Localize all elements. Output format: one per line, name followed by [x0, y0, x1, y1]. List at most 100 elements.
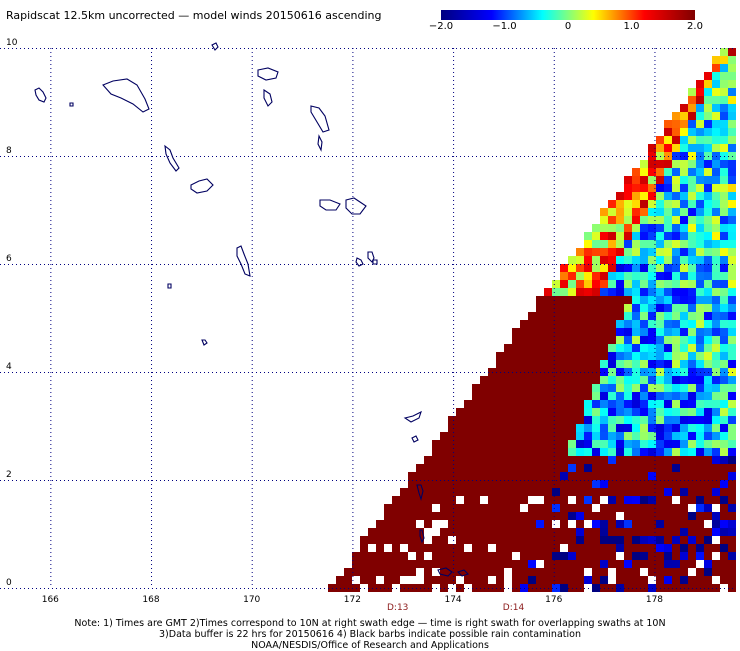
swath-cell	[544, 512, 552, 520]
swath-cell	[528, 336, 536, 344]
swath-cell	[456, 464, 464, 472]
swath-cell	[712, 496, 720, 504]
swath-cell	[504, 440, 512, 448]
swath-cell	[464, 400, 472, 408]
swath-cell	[696, 320, 704, 328]
swath-cell	[456, 512, 464, 520]
swath-cell	[456, 528, 464, 536]
swath-cell	[704, 496, 712, 504]
swath-cell	[608, 232, 616, 240]
swath-cell	[600, 488, 608, 496]
swath-cell	[568, 400, 576, 408]
swath-cell	[608, 424, 616, 432]
swath-cell	[584, 280, 592, 288]
swath-cell	[608, 552, 616, 560]
swath-cell	[664, 416, 672, 424]
swath-cell	[512, 416, 520, 424]
swath-cell	[544, 288, 552, 296]
swath-cell	[512, 536, 520, 544]
swath-cell	[728, 48, 736, 56]
swath-cell	[592, 456, 600, 464]
swath-cell	[592, 472, 600, 480]
swath-cell	[544, 424, 552, 432]
swath-cell	[360, 560, 368, 568]
swath-cell	[616, 272, 624, 280]
swath-cell	[728, 384, 736, 392]
swath-cell	[592, 304, 600, 312]
swath-cell	[632, 376, 640, 384]
swath-cell	[480, 560, 488, 568]
swath-cell	[712, 416, 720, 424]
swath-cell	[688, 104, 696, 112]
swath-cell	[456, 440, 464, 448]
swath-cell	[648, 320, 656, 328]
swath-cell	[720, 48, 728, 56]
swath-cell	[632, 520, 640, 528]
swath-cell	[624, 216, 632, 224]
swath-cell	[688, 96, 696, 104]
swath-cell	[696, 240, 704, 248]
swath-cell	[392, 512, 400, 520]
swath-cell	[696, 120, 704, 128]
swath-cell	[728, 288, 736, 296]
swath-cell	[552, 576, 560, 584]
swath-cell	[720, 360, 728, 368]
swath-cell	[688, 432, 696, 440]
swath-cell	[664, 208, 672, 216]
swath-cell	[640, 336, 648, 344]
swath-cell	[720, 536, 728, 544]
swath-cell	[608, 224, 616, 232]
swath-cell	[656, 536, 664, 544]
swath-cell	[672, 536, 680, 544]
swath-cell	[528, 576, 536, 584]
swath-cell	[720, 320, 728, 328]
swath-cell	[728, 336, 736, 344]
swath-cell	[528, 552, 536, 560]
swath-cell	[664, 400, 672, 408]
swath-cell	[704, 512, 712, 520]
swath-cell	[712, 344, 720, 352]
swath-cell	[616, 416, 624, 424]
latitude-label: 6	[6, 254, 12, 264]
swath-cell	[440, 432, 448, 440]
swath-cell	[432, 576, 440, 584]
swath-cell	[520, 424, 528, 432]
swath-cell	[688, 392, 696, 400]
swath-cell	[656, 216, 664, 224]
swath-cell	[640, 376, 648, 384]
swath-cell	[512, 464, 520, 472]
swath-cell	[704, 416, 712, 424]
swath-cell	[632, 272, 640, 280]
swath-cell	[640, 312, 648, 320]
swath-cell	[408, 528, 416, 536]
swath-cell	[680, 520, 688, 528]
swath-cell	[680, 304, 688, 312]
swath-cell	[592, 256, 600, 264]
swath-cell	[640, 232, 648, 240]
swath-cell	[472, 520, 480, 528]
swath-cell	[664, 552, 672, 560]
swath-cell	[592, 544, 600, 552]
swath-cell	[728, 248, 736, 256]
swath-cell	[560, 360, 568, 368]
swath-cell	[560, 560, 568, 568]
swath-cell	[560, 384, 568, 392]
swath-cell	[520, 488, 528, 496]
swath-cell	[576, 344, 584, 352]
swath-cell	[664, 216, 672, 224]
swath-cell	[624, 416, 632, 424]
swath-cell	[408, 472, 416, 480]
swath-cell	[448, 456, 456, 464]
swath-cell	[648, 144, 656, 152]
swath-cell	[512, 504, 520, 512]
swath-cell	[608, 376, 616, 384]
swath-cell	[624, 296, 632, 304]
swath-cell	[480, 440, 488, 448]
swath-cell	[424, 560, 432, 568]
swath-cell	[608, 504, 616, 512]
swath-cell	[560, 576, 568, 584]
swath-cell	[576, 432, 584, 440]
swath-cell	[608, 408, 616, 416]
footnote-line-2: 3)Data buffer is 22 hrs for 20150616 4) …	[159, 629, 581, 640]
swath-cell	[616, 208, 624, 216]
